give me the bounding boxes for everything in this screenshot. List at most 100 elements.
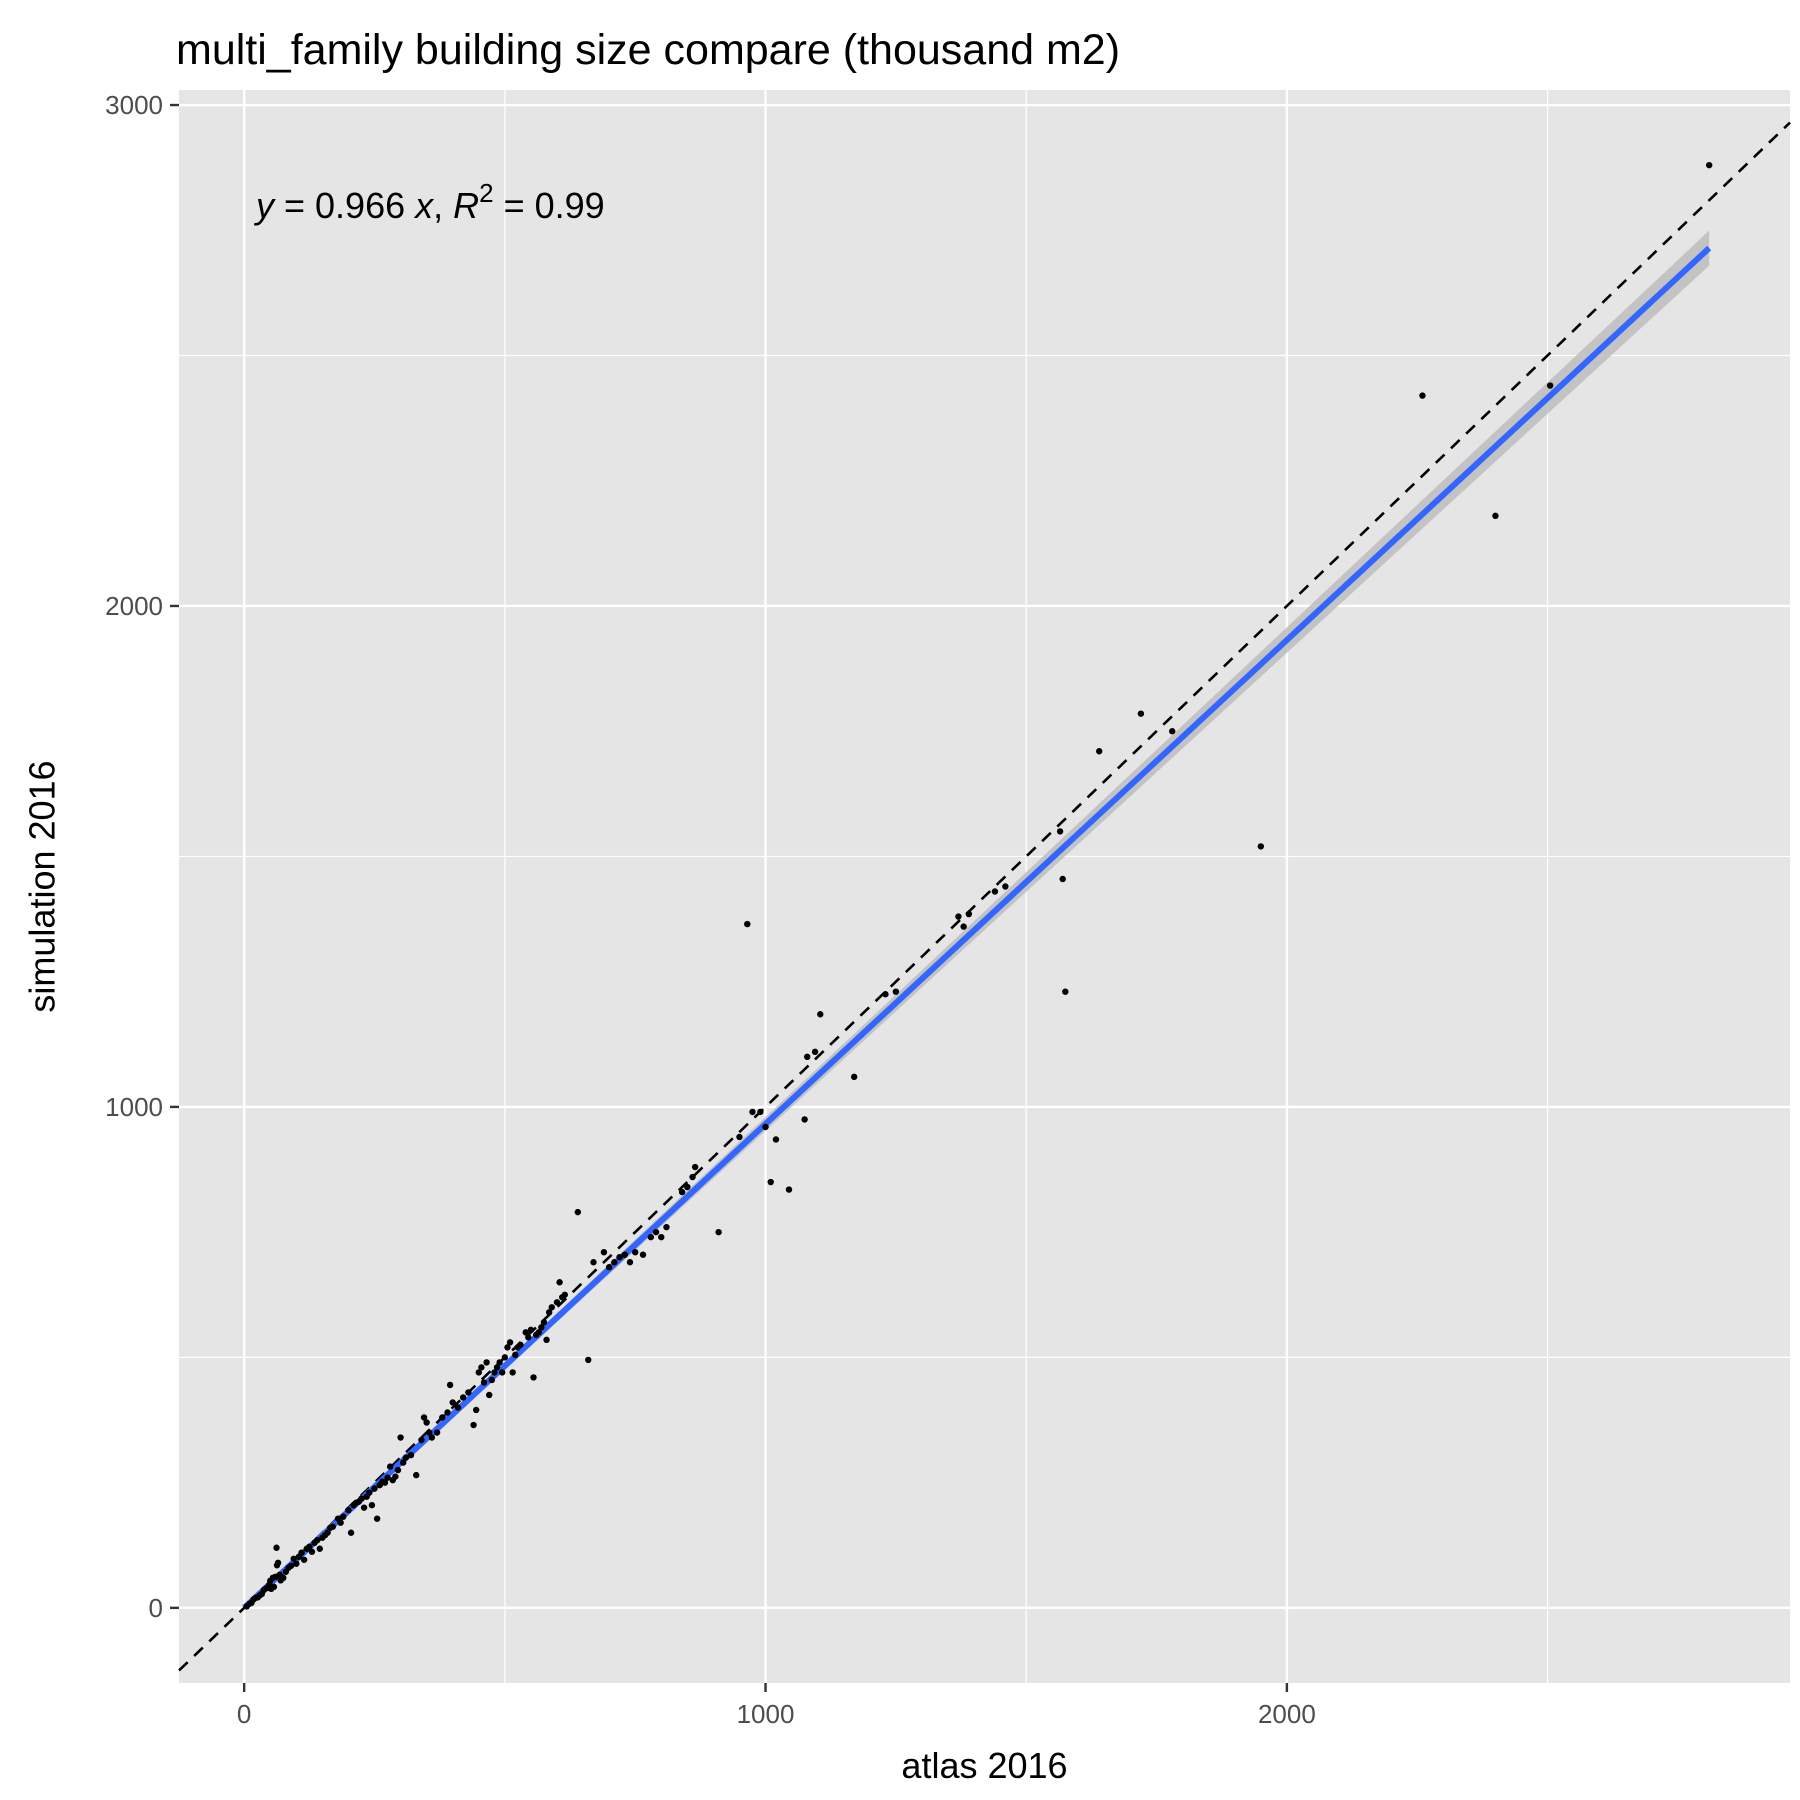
x-tick-label: 1000 <box>737 1699 795 1729</box>
data-point <box>397 1434 404 1441</box>
fit-line-group <box>242 245 1712 1611</box>
data-point <box>574 1208 582 1216</box>
data-point <box>384 1474 391 1481</box>
data-point <box>402 1454 409 1461</box>
equation-y-var: y <box>253 185 276 226</box>
data-point <box>535 1329 542 1336</box>
data-point <box>658 1233 665 1241</box>
data-point <box>504 1344 511 1351</box>
data-point <box>454 1404 462 1411</box>
data-point <box>652 1228 660 1236</box>
data-point <box>366 1489 373 1496</box>
data-point <box>426 1429 433 1436</box>
data-point <box>590 1259 597 1266</box>
data-point <box>678 1188 686 1196</box>
data-point <box>689 1173 696 1181</box>
data-point <box>527 1326 535 1334</box>
data-point <box>626 1259 634 1266</box>
data-point <box>811 1048 819 1056</box>
data-point <box>407 1451 415 1459</box>
data-point <box>663 1223 670 1231</box>
data-point <box>358 1495 365 1502</box>
data-point <box>459 1394 467 1401</box>
data-point <box>337 1519 344 1526</box>
data-point <box>386 1463 394 1470</box>
data-point <box>329 1523 337 1530</box>
data-point <box>465 1389 472 1396</box>
data-point <box>506 1339 514 1346</box>
data-point <box>772 1136 780 1143</box>
data-point <box>449 1399 456 1406</box>
y-tick-label: 0 <box>149 1593 163 1623</box>
data-point <box>290 1555 297 1562</box>
data-point <box>420 1414 428 1421</box>
data-point <box>394 1466 402 1474</box>
axis-ticks: 0 1000 2000 0 1000 2000 3000 <box>105 90 1316 1729</box>
data-point <box>892 988 900 995</box>
data-point <box>749 1108 756 1116</box>
data-point <box>360 1504 368 1511</box>
data-point <box>274 1559 282 1566</box>
equation-r-var: R <box>453 185 479 226</box>
data-point <box>785 1186 793 1193</box>
data-point <box>306 1543 313 1550</box>
data-point <box>801 1116 808 1123</box>
data-point <box>850 1073 858 1081</box>
data-point <box>413 1471 420 1479</box>
data-point <box>556 1279 563 1286</box>
data-point <box>517 1341 524 1349</box>
data-point <box>965 910 973 918</box>
x-axis-title: atlas 2016 <box>901 1745 1067 1786</box>
data-point <box>313 1537 321 1544</box>
data-point <box>373 1515 381 1522</box>
data-point <box>882 991 889 998</box>
data-point <box>392 1473 399 1480</box>
data-point <box>308 1548 316 1555</box>
data-point <box>611 1259 618 1266</box>
data-point <box>540 1319 548 1326</box>
y-tick-label: 2000 <box>105 591 163 621</box>
data-point <box>418 1436 425 1444</box>
data-point <box>509 1369 516 1376</box>
equation-mid: = 0.966 <box>274 185 415 226</box>
y-tick-label: 3000 <box>105 90 163 120</box>
data-point <box>616 1253 623 1261</box>
data-point <box>1095 748 1103 755</box>
data-point <box>1257 843 1265 850</box>
data-point <box>548 1304 555 1311</box>
data-point <box>1705 161 1713 169</box>
data-point <box>762 1123 769 1131</box>
data-point <box>691 1163 699 1171</box>
equation-separator: , <box>433 185 453 226</box>
data-point <box>399 1459 407 1466</box>
data-point <box>684 1183 691 1191</box>
data-point <box>553 1299 561 1306</box>
data-point <box>428 1434 436 1441</box>
data-point <box>368 1501 376 1509</box>
data-point <box>817 1011 824 1018</box>
data-point <box>736 1133 743 1141</box>
data-point <box>522 1329 529 1336</box>
data-point <box>444 1409 451 1416</box>
data-point <box>561 1291 569 1298</box>
regression-equation: y = 0.966 x, R2 = 0.99 <box>253 178 605 226</box>
data-point <box>1137 710 1145 717</box>
data-point <box>545 1309 553 1316</box>
data-point <box>488 1376 496 1384</box>
data-point <box>600 1248 608 1256</box>
data-point <box>1062 988 1069 995</box>
data-point <box>744 920 751 928</box>
data-point <box>470 1421 477 1429</box>
data-point <box>1419 392 1426 399</box>
data-point <box>960 923 967 930</box>
data-point <box>804 1053 811 1061</box>
data-point <box>423 1419 430 1426</box>
x-tick-label: 0 <box>237 1699 251 1729</box>
chart-title: multi_family building size compare (thou… <box>176 26 1120 74</box>
data-point <box>496 1359 503 1366</box>
data-points <box>243 161 1713 1610</box>
data-point <box>472 1406 480 1414</box>
data-point <box>298 1549 305 1556</box>
data-point <box>767 1178 774 1186</box>
